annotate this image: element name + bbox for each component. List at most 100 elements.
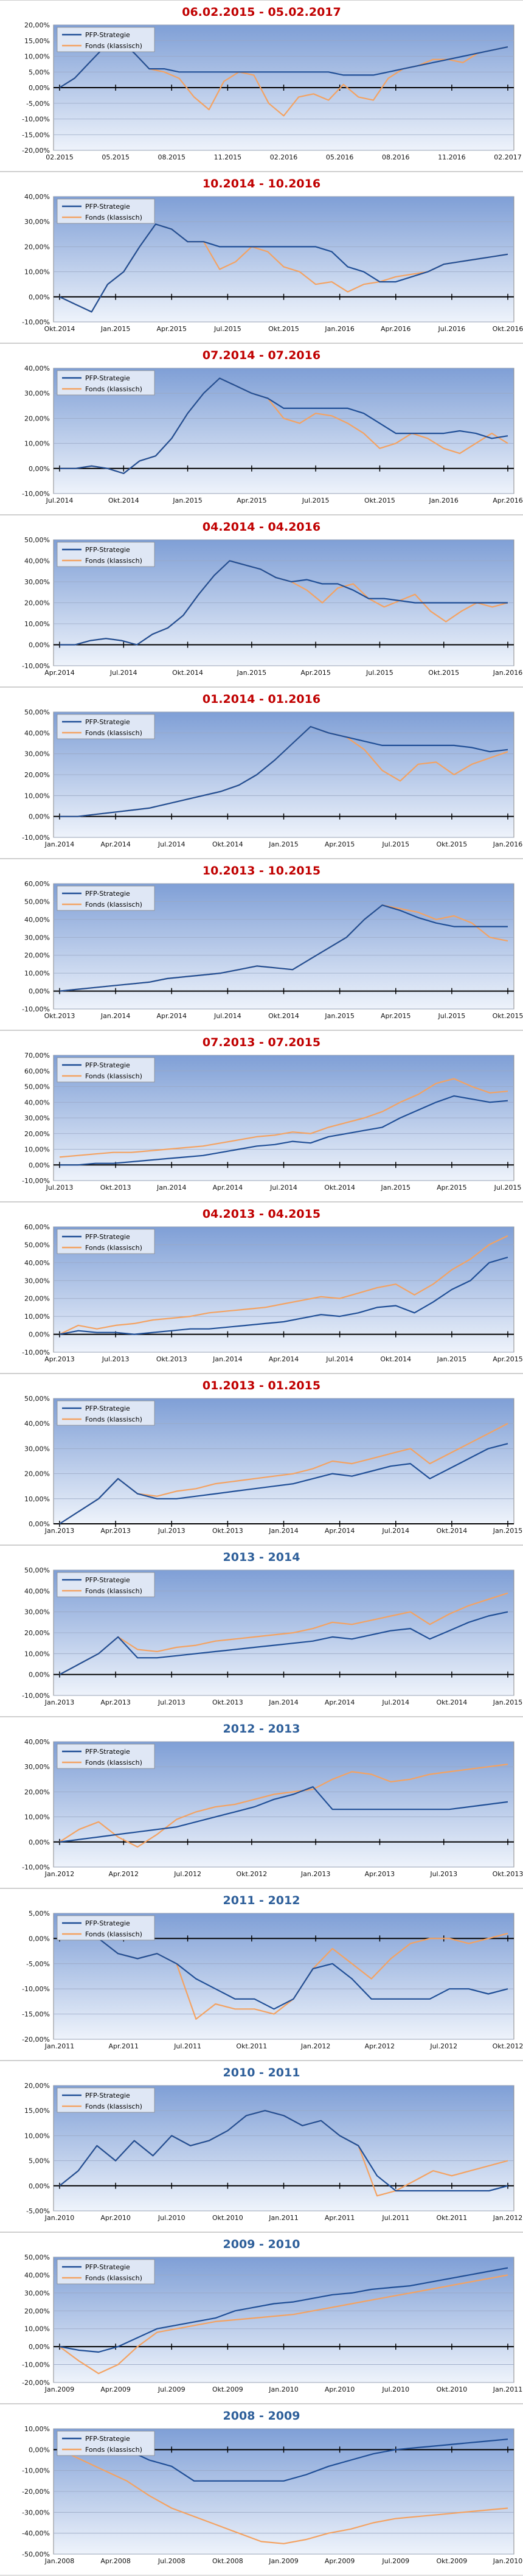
x-tick-label: Jul.2014	[325, 1355, 353, 1363]
chart-title: 10.2013 - 10.2015	[202, 864, 321, 878]
x-tick-label: Jul.2014	[381, 1698, 409, 1706]
x-tick-label: Apr.2013	[44, 1355, 75, 1363]
x-tick-label: Apr.2015	[493, 1355, 523, 1363]
legend-entry: PFP-Strategie	[85, 2263, 130, 2271]
x-tick-label: 11.2015	[214, 153, 242, 161]
y-tick-label: 30,00%	[24, 1114, 50, 1122]
y-tick-label: -10,00%	[22, 490, 50, 498]
y-tick-label: 40,00%	[24, 557, 50, 565]
y-tick-label: 10,00%	[24, 1313, 50, 1321]
y-tick-label: -10,00%	[22, 1863, 50, 1871]
y-tick-label: 30,00%	[24, 1763, 50, 1771]
y-tick-label: 20,00%	[24, 414, 50, 422]
y-tick-label: 30,00%	[24, 218, 50, 226]
y-tick-label: 10,00%	[24, 440, 50, 448]
x-tick-label: Apr.2013	[365, 1870, 395, 1878]
x-tick-label: Okt.2013	[44, 1012, 75, 1020]
y-tick-label: -50,00%	[22, 2550, 50, 2558]
y-tick-label: 30,00%	[24, 2289, 50, 2297]
x-tick-label: Okt.2013	[212, 1698, 243, 1706]
strategy-series-line	[60, 377, 508, 475]
legend-entry: PFP-Strategie	[85, 1061, 130, 1069]
chart-svg: -10,00% 0,00% 10,00% 20,00% 30,00% 40,00% Jan.…	[22, 1738, 523, 1878]
y-tick-label: 15,00%	[24, 2107, 50, 2115]
y-tick-label: 40,00%	[24, 916, 50, 924]
legend-entry: Fonds (klassisch)	[85, 729, 142, 737]
y-tick-label: 0,00%	[29, 1935, 50, 1942]
y-tick-label: 40,00%	[24, 1259, 50, 1267]
chart-svg: -50,00% -40,00% -30,00% -20,00% -10,00% 0,00%…	[22, 2425, 522, 2565]
fund-series-line	[59, 2274, 508, 2375]
y-tick-label: 5,00%	[29, 2157, 50, 2165]
y-tick-label: 40,00%	[24, 1587, 50, 1595]
x-tick-label: Jul.2016	[437, 325, 465, 333]
chart-title: 2011 - 2012	[223, 1894, 300, 1907]
y-tick-label: 30,00%	[24, 1608, 50, 1616]
y-tick-label: -10,00%	[22, 662, 50, 670]
x-tick-label: Apr.2010	[325, 2386, 355, 2393]
legend-entry: Fonds (klassisch)	[85, 42, 142, 50]
x-tick-label: Okt.2010	[436, 2386, 467, 2393]
x-tick-label: Jan.2016	[493, 840, 522, 848]
y-tick-label: 10,00%	[24, 1495, 50, 1503]
x-tick-label: Jul.2010	[158, 2214, 185, 2222]
legend-entry: Fonds (klassisch)	[85, 1587, 142, 1595]
x-tick-label: 02.2016	[270, 153, 298, 161]
chart-svg: -5,00% 0,00% 5,00% 10,00% 15,00% 20,00% Jan.20…	[24, 2082, 522, 2222]
x-tick-label: Jan.2015	[237, 669, 266, 677]
y-tick-label: 10,00%	[24, 2425, 50, 2433]
strategy-series-line	[59, 1927, 508, 2010]
y-tick-label: 60,00%	[24, 880, 50, 888]
legend-box	[57, 714, 155, 739]
chart-title: 06.02.2015 - 05.02.2017	[182, 5, 341, 19]
chart-svg: -20,00% -15,00% -10,00% -5,00% 0,00% 5,00% Jan…	[22, 1910, 523, 2050]
y-tick-label: -40,00%	[22, 2530, 50, 2538]
x-tick-label: Jul.2014	[158, 840, 185, 848]
y-tick-label: 40,00%	[24, 1738, 50, 1746]
y-tick-label: 30,00%	[24, 389, 50, 397]
legend-entry: PFP-Strategie	[85, 1748, 130, 1756]
y-tick-label: -10,00%	[22, 1005, 50, 1013]
y-tick-label: -10,00%	[22, 834, 50, 842]
y-tick-label: 0,00%	[29, 2182, 50, 2190]
y-tick-label: 60,00%	[24, 1223, 50, 1231]
x-tick-label: Apr.2012	[365, 2042, 395, 2050]
legend-box	[57, 1229, 155, 1254]
x-tick-label: Apr.2013	[100, 1698, 131, 1706]
legend-box	[57, 370, 155, 396]
chart-svg: -10,00% 0,00% 10,00% 20,00% 30,00% 40,00% Jul.…	[22, 365, 523, 504]
y-tick-label: 10,00%	[24, 268, 50, 276]
x-tick-label: Okt.2012	[236, 1870, 267, 1878]
strategy-series-line	[59, 1611, 508, 1675]
strategy-series-line	[60, 725, 508, 817]
x-tick-label: Jan.2010	[493, 2557, 522, 2565]
legend-entry: PFP-Strategie	[85, 203, 130, 211]
y-tick-label: 10,00%	[24, 2132, 50, 2140]
x-tick-label: Apr.2014	[44, 669, 75, 677]
chart-panel: 04.2014 - 04.2016 -10,00% 0,00% 10,00% 20,00…	[0, 515, 523, 687]
chart-title: 2008 - 2009	[223, 2409, 300, 2423]
x-tick-label: Okt.2013	[100, 1184, 131, 1192]
chart-svg: -10,00% 0,00% 10,00% 20,00% 30,00% 40,00% Okt.…	[22, 193, 523, 333]
y-tick-label: 20,00%	[24, 21, 50, 29]
x-tick-label: Apr.2014	[269, 1355, 299, 1363]
y-tick-label: 20,00%	[24, 1295, 50, 1303]
x-tick-label: Okt.2012	[493, 2042, 523, 2050]
x-tick-label: Apr.2016	[381, 325, 411, 333]
x-tick-label: 11.2016	[438, 153, 466, 161]
x-tick-label: Okt.2015	[268, 325, 299, 333]
y-tick-label: 30,00%	[24, 1445, 50, 1453]
legend-box	[57, 542, 155, 567]
x-tick-label: Jan.2012	[493, 2214, 522, 2222]
legend-entry: PFP-Strategie	[85, 890, 130, 898]
chart-title: 07.2014 - 07.2016	[202, 349, 321, 362]
x-tick-label: Jan.2013	[44, 1527, 74, 1535]
y-tick-label: -10,00%	[22, 2467, 50, 2475]
x-tick-label: Okt.2016	[493, 325, 523, 333]
legend-box	[57, 1572, 155, 1597]
y-tick-label: 10,00%	[24, 1813, 50, 1821]
strategy-series-line	[59, 40, 508, 88]
x-tick-label: Okt.2014	[380, 1355, 411, 1363]
chart-title: 2010 - 2011	[223, 2066, 300, 2079]
y-tick-label: -10,00%	[22, 1985, 50, 1993]
